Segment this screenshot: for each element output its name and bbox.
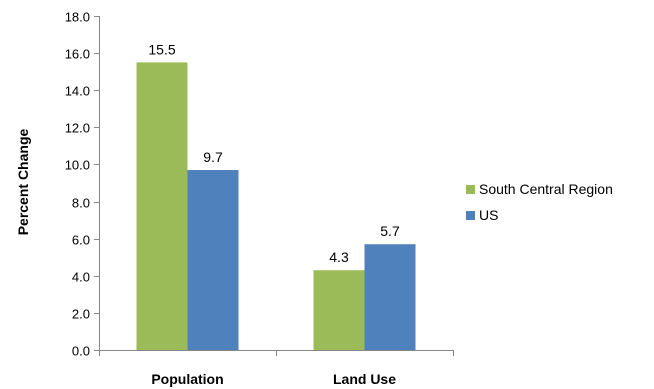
data-label: 9.7: [203, 149, 223, 165]
y-tick-label: 14.0: [65, 84, 90, 99]
data-label: 4.3: [329, 249, 349, 265]
data-label: 5.7: [380, 223, 400, 239]
x-axis: Population Land Use: [99, 350, 454, 387]
x-category-label: Land Use: [333, 371, 396, 387]
y-tick-label: 16.0: [65, 47, 90, 62]
bar: [313, 270, 365, 350]
y-tick-label: 18.0: [65, 10, 90, 25]
y-tick-label: 10.0: [65, 158, 90, 173]
y-tick-label: 0.0: [72, 344, 90, 359]
y-tick-label: 4.0: [72, 270, 90, 285]
y-tick-label: 12.0: [65, 121, 90, 136]
legend-label: South Central Region: [479, 181, 613, 197]
legend-swatch: [466, 185, 475, 194]
y-tick-label: 2.0: [72, 307, 90, 322]
data-labels: 15.5 9.7 4.3 5.7: [148, 41, 400, 265]
data-label: 15.5: [148, 41, 175, 57]
legend-label: US: [479, 207, 498, 223]
y-axis: 0.0 2.0 4.0 6.0 8.0 10.0 12.0 14.0 16.0 18.0: [65, 10, 100, 359]
bar: [136, 62, 188, 351]
legend: South Central Region US: [466, 181, 613, 223]
y-tick-label: 6.0: [72, 233, 90, 248]
y-tick-label: 8.0: [72, 196, 90, 211]
bar: [187, 170, 239, 350]
x-category-label: Population: [151, 371, 223, 387]
legend-swatch: [466, 211, 475, 220]
y-axis-title: Percent Change: [15, 128, 31, 235]
bars: [136, 62, 416, 351]
bar: [364, 244, 416, 350]
